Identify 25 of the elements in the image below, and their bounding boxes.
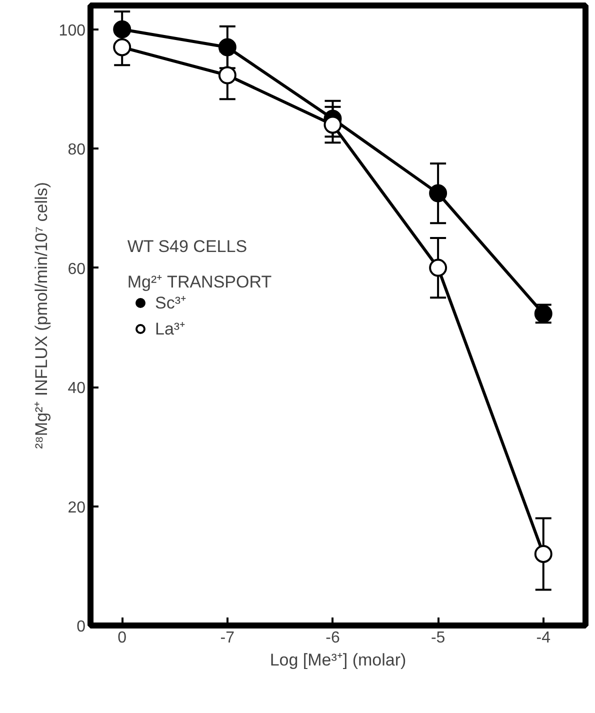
- x-axis-title: Log [Me³⁺] (molar): [270, 650, 406, 670]
- point: [429, 258, 448, 277]
- point: [218, 66, 236, 84]
- legend-label: Sc³⁺: [155, 292, 186, 314]
- y-tick-label: 60: [68, 260, 86, 278]
- x-tick-label: 0: [118, 630, 127, 646]
- point: [113, 20, 132, 38]
- x-tick-label: -5: [430, 630, 446, 646]
- y-axis-title: ²⁸Mg²⁺ INFLUX (pmol/min/10⁷ cells): [32, 182, 51, 449]
- point: [324, 116, 342, 134]
- y-tick-label: 20: [68, 499, 86, 516]
- x-tick-label: -6: [326, 630, 340, 646]
- x-tick-label: -7: [220, 630, 235, 646]
- point: [218, 38, 236, 56]
- y-tick-label: 100: [58, 22, 86, 40]
- point: [534, 544, 552, 563]
- point: [429, 184, 448, 202]
- annotation: WT S49 CELLS: [127, 236, 248, 256]
- legend-label: La³⁺: [155, 318, 186, 340]
- point: [113, 38, 132, 56]
- y-tick-label: 40: [68, 380, 86, 398]
- y-tick-label: 80: [68, 142, 86, 159]
- annotation: Mg²⁺ TRANSPORT: [127, 272, 272, 292]
- y-tick-label: 0: [76, 618, 86, 636]
- x-tick-label: -4: [536, 630, 551, 646]
